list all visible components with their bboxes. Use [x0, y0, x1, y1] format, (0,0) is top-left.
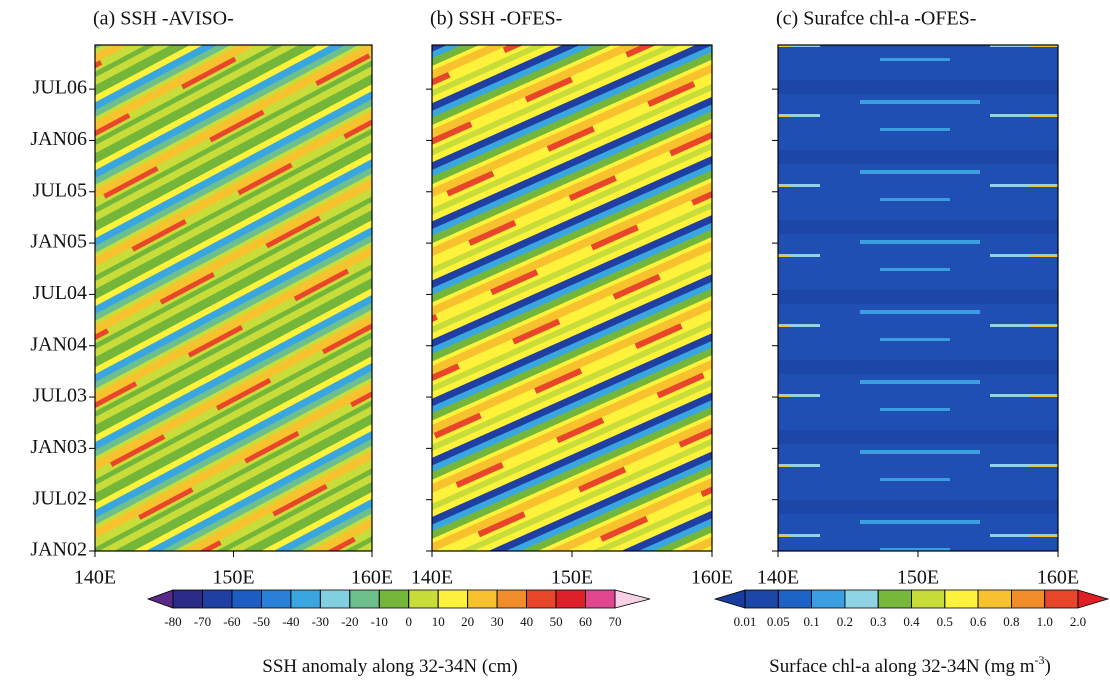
- x-tick-label: 150E: [551, 567, 593, 589]
- panel-title: (c) Surafce chl-a -OFES-: [776, 8, 976, 30]
- colorbar-box: [744, 589, 779, 609]
- colorbar-box: [585, 589, 616, 609]
- colorbar-box: [1011, 589, 1046, 609]
- colorbar-title-end: ): [1045, 656, 1051, 677]
- heatmap-field: [778, 45, 1058, 551]
- colorbar-title: SSH anomaly along 32-34N (cm): [262, 656, 517, 677]
- x-tick-label: 160E: [1037, 567, 1079, 589]
- colorbar-box: [1044, 589, 1079, 609]
- y-tick-label: JUL05: [33, 179, 87, 201]
- colorbar-box: [977, 589, 1012, 609]
- colorbar-tick-label: 0.6: [970, 614, 987, 629]
- y-tick-label: JUL02: [33, 487, 87, 509]
- colorbar-box: [172, 589, 203, 609]
- x-tick-label: 140E: [411, 567, 453, 589]
- colorbar-tick-label: 0.01: [734, 614, 757, 629]
- colorbar-tick-label: 50: [550, 614, 563, 629]
- colorbar-end: [1077, 589, 1110, 609]
- colorbar-tick-label: 0.2: [837, 614, 853, 629]
- colorbar-box: [319, 589, 351, 609]
- colorbar-box: [911, 589, 946, 609]
- colorbar-tick-label: 0: [405, 614, 412, 629]
- colorbar-tick-label: 0.5: [937, 614, 953, 629]
- colorbar-tick-label: 1.0: [1037, 614, 1053, 629]
- panel-title: (b) SSH -OFES-: [430, 8, 562, 30]
- colorbar-tick-label: 30: [491, 614, 504, 629]
- colorbar-tick-label: 10: [432, 614, 445, 629]
- colorbar-box: [408, 589, 439, 609]
- colorbar-tick-label: -50: [253, 614, 270, 629]
- colorbar-box: [777, 589, 812, 609]
- colorbar-box: [349, 589, 380, 609]
- x-tick-label: 160E: [351, 567, 393, 589]
- y-tick-label: JAN03: [30, 436, 87, 458]
- colorbar-tick-label: 0.3: [870, 614, 886, 629]
- colorbar-tick-label: 40: [520, 614, 533, 629]
- colorbar-box: [378, 589, 410, 609]
- colorbar-box: [290, 589, 321, 609]
- colorbar-tick-label: 20: [461, 614, 474, 629]
- heatmap-field: [95, 45, 372, 551]
- colorbar-box: [496, 589, 527, 609]
- colorbar-tick-label: -70: [194, 614, 211, 629]
- colorbar-tick-label: -30: [312, 614, 329, 629]
- colorbar-box: [844, 589, 879, 609]
- colorbar-box: [467, 589, 498, 609]
- colorbar-box: [260, 589, 292, 609]
- colorbar-tick-label: 0.1: [803, 614, 819, 629]
- colorbar-tick-label: 2.0: [1070, 614, 1086, 629]
- x-tick-label: 150E: [897, 567, 939, 589]
- colorbar-box: [526, 589, 557, 609]
- colorbar-box: [437, 589, 469, 609]
- colorbar-title-text: Surface chl-a along 32-34N (mg m: [769, 656, 1035, 677]
- colorbar-tick-label: 0.8: [1003, 614, 1019, 629]
- colorbar-box: [555, 589, 586, 609]
- y-tick-label: JAN05: [30, 231, 87, 253]
- panel-title: (a) SSH -AVISO-: [93, 8, 234, 30]
- x-tick-label: 160E: [691, 567, 733, 589]
- y-tick-label: JUL04: [33, 282, 87, 304]
- colorbar-box: [202, 589, 233, 609]
- colorbar-tick-label: -10: [371, 614, 388, 629]
- colorbar-tick-label: 0.05: [767, 614, 790, 629]
- colorbar-tick-label: 0.4: [903, 614, 920, 629]
- colorbar-tick-label: -20: [341, 614, 358, 629]
- colorbar-box: [231, 589, 262, 609]
- x-tick-label: 140E: [757, 567, 799, 589]
- colorbar-box: [944, 589, 979, 609]
- colorbar-end: [146, 589, 174, 609]
- colorbar-end: [713, 589, 746, 609]
- colorbar-title-sup: -3: [1035, 653, 1045, 667]
- colorbar-box: [811, 589, 846, 609]
- colorbar-tick-label: -60: [223, 614, 240, 629]
- heatmap-field: [432, 45, 712, 551]
- y-tick-label: JAN06: [30, 128, 87, 150]
- y-tick-label: JUL06: [33, 77, 87, 99]
- colorbar-tick-label: 60: [579, 614, 592, 629]
- colorbar-tick-label: 70: [609, 614, 622, 629]
- colorbar-title-text: SSH anomaly along 32-34N (cm): [262, 656, 517, 677]
- colorbar-end: [614, 589, 651, 609]
- y-tick-label: JAN02: [30, 539, 87, 561]
- colorbar-box: [877, 589, 912, 609]
- y-tick-label: JUL03: [33, 385, 87, 407]
- y-tick-label: JAN04: [30, 333, 87, 355]
- colorbar-title: Surface chl-a along 32-34N (mg m-3): [769, 653, 1051, 678]
- x-tick-label: 150E: [212, 567, 254, 589]
- x-tick-label: 140E: [74, 567, 116, 589]
- colorbar-tick-label: -40: [282, 614, 299, 629]
- colorbar-tick-label: -80: [164, 614, 181, 629]
